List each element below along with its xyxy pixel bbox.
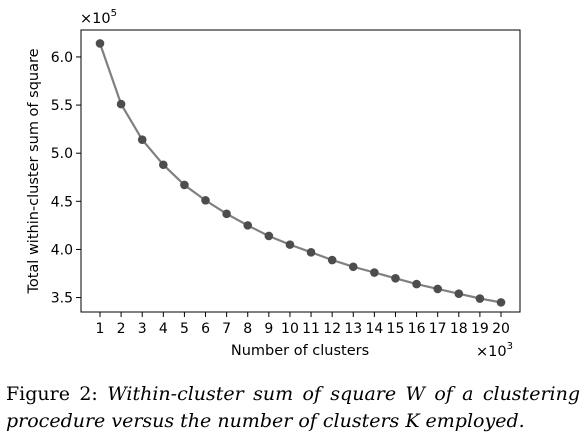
data-point: [222, 209, 231, 219]
data-point: [180, 180, 189, 190]
data-point: [116, 99, 126, 109]
caption-label: Figure 2:: [6, 383, 98, 405]
data-point: [496, 298, 506, 307]
y-tick-label: 3.5: [51, 291, 73, 307]
data-point: [475, 294, 485, 303]
data-points: [95, 39, 506, 307]
y-tick-label: 6.0: [51, 50, 73, 66]
x-tick-label: 6: [201, 321, 210, 337]
x-tick-label: 12: [323, 321, 341, 337]
caption-text: Within-cluster sum of square W of a clus…: [6, 383, 580, 432]
x-tick-label: 19: [471, 321, 489, 337]
y-tick-label: 4.0: [51, 242, 73, 258]
y-tick-label: 4.5: [51, 194, 73, 210]
data-point: [454, 289, 464, 299]
x-tick-label: 3: [138, 321, 147, 337]
x-tick-label: 5: [180, 321, 189, 337]
data-point: [137, 135, 147, 145]
data-point: [348, 262, 358, 272]
data-point: [412, 279, 421, 289]
data-point: [95, 39, 105, 48]
x-tick-label: 10: [281, 321, 299, 337]
x-tick-label: 17: [429, 321, 447, 337]
y-tick-label: 5.0: [51, 146, 73, 162]
x-tick-label: 14: [365, 321, 383, 337]
y-axis-label: Total within-cluster sum of square: [26, 48, 42, 294]
data-point: [159, 160, 168, 170]
x-tick-label: 16: [408, 321, 426, 337]
data-point: [327, 255, 337, 265]
data-point: [285, 240, 295, 249]
series-line: [98, 43, 502, 304]
x-multiplier: ×103: [476, 341, 513, 360]
x-tick-label: 2: [117, 321, 126, 337]
x-tick-label: 13: [344, 321, 362, 337]
data-point: [264, 231, 274, 241]
x-tick-label: 20: [492, 321, 510, 337]
y-axis-ticks: 3.5 4.0 4.5 5.0 5.5 6.0: [51, 50, 81, 307]
figure-caption: Figure 2: Within-cluster sum of square W…: [6, 381, 580, 435]
plot-frame: [80, 29, 521, 313]
data-point: [370, 268, 379, 277]
x-axis-label: Number of clusters: [231, 343, 369, 359]
data-point: [433, 284, 442, 294]
x-tick-label: 18: [450, 321, 468, 337]
y-tick-label: 5.5: [51, 98, 73, 114]
x-tick-label: 7: [222, 321, 231, 337]
data-point: [391, 274, 400, 283]
x-tick-label: 9: [264, 321, 273, 337]
y-multiplier: ×105: [80, 8, 117, 27]
data-point: [201, 196, 210, 205]
data-point: [243, 221, 253, 230]
x-tick-label: 8: [243, 321, 252, 337]
x-axis-ticks: 1 2 3 4 5 6 7 8 9 10 11 12 13 14 15 16 17 18 19 20: [96, 312, 510, 337]
plot-area: 3.54.04.55.05.56.0 1 2 3 4 5 6 7 8 9 10 11 12 13 14 15…: [51, 29, 521, 337]
x-tick-label: 1: [96, 321, 105, 337]
data-point: [306, 248, 316, 257]
chart: 3.54.04.55.05.56.0 1 2 3 4 5 6 7 8 9 10 11 12 13 14 15…: [26, 8, 521, 360]
x-tick-label: 4: [159, 321, 168, 337]
x-tick-label: 15: [387, 321, 405, 337]
x-tick-label: 11: [302, 321, 320, 337]
